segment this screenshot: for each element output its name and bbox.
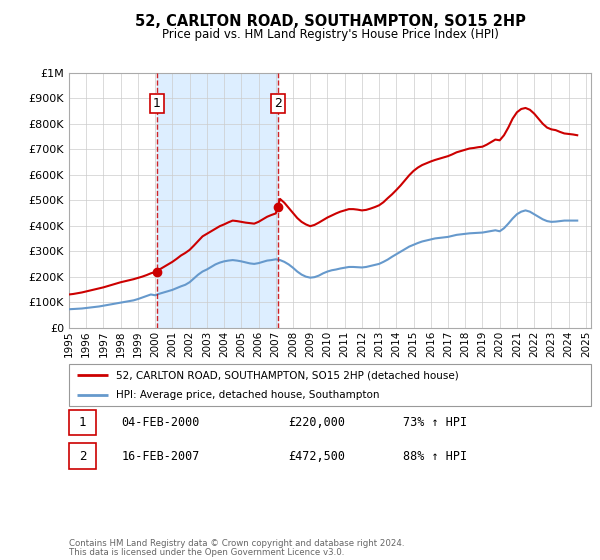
Text: This data is licensed under the Open Government Licence v3.0.: This data is licensed under the Open Gov… — [69, 548, 344, 557]
Text: £472,500: £472,500 — [288, 450, 345, 463]
Text: 88% ↑ HPI: 88% ↑ HPI — [403, 450, 467, 463]
Text: Contains HM Land Registry data © Crown copyright and database right 2024.: Contains HM Land Registry data © Crown c… — [69, 539, 404, 548]
FancyBboxPatch shape — [69, 364, 591, 406]
Text: 1: 1 — [153, 97, 161, 110]
Text: 52, CARLTON ROAD, SOUTHAMPTON, SO15 2HP (detached house): 52, CARLTON ROAD, SOUTHAMPTON, SO15 2HP … — [116, 370, 459, 380]
FancyBboxPatch shape — [69, 409, 96, 436]
Text: 2: 2 — [79, 450, 86, 463]
Text: 16-FEB-2007: 16-FEB-2007 — [121, 450, 200, 463]
Text: 2: 2 — [274, 97, 282, 110]
Text: £220,000: £220,000 — [288, 416, 345, 429]
Text: 1: 1 — [79, 416, 86, 429]
FancyBboxPatch shape — [69, 443, 96, 469]
Bar — [157, 73, 278, 328]
Text: 04-FEB-2000: 04-FEB-2000 — [121, 416, 200, 429]
Text: Price paid vs. HM Land Registry's House Price Index (HPI): Price paid vs. HM Land Registry's House … — [161, 28, 499, 41]
Text: 73% ↑ HPI: 73% ↑ HPI — [403, 416, 467, 429]
Text: HPI: Average price, detached house, Southampton: HPI: Average price, detached house, Sout… — [116, 390, 379, 400]
Text: 52, CARLTON ROAD, SOUTHAMPTON, SO15 2HP: 52, CARLTON ROAD, SOUTHAMPTON, SO15 2HP — [134, 14, 526, 29]
